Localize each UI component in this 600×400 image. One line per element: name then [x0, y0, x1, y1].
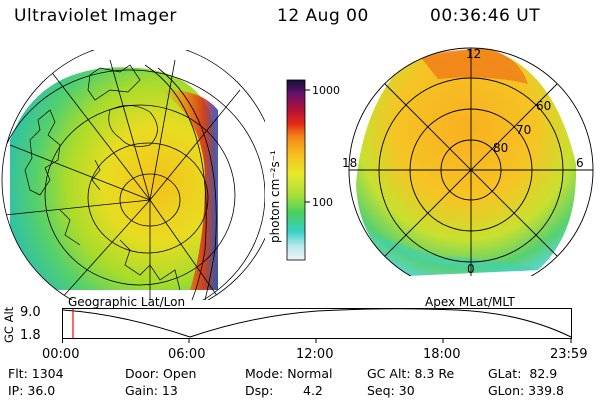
gc-altitude: GC Alt: 8.3 Re [367, 366, 455, 381]
sequence-number: Seq: 30 [367, 383, 415, 398]
colorbar-tick-100: 100 [312, 196, 333, 209]
time-tick-1200: 12:00 [296, 347, 334, 362]
geographic-caption: Geographic Lat/Lon [68, 295, 186, 309]
mlt-label-noon: 12 [466, 47, 481, 61]
colorbar-unit-label: photon cm⁻²s⁻¹ [268, 150, 282, 243]
time-tick-1800: 18:00 [423, 347, 461, 362]
mlat-label-70: 70 [516, 123, 531, 137]
geographic-auroral-image [1, 50, 265, 300]
geographic-latitude: GLat: 82.9 [488, 366, 558, 381]
image-date: 12 Aug 00 [277, 6, 369, 26]
mlat-mlt-polar-image: 12 18 6 0 60 70 80 [342, 47, 594, 276]
colorbar: 1000 100 photon cm⁻²s⁻¹ [268, 79, 340, 261]
gain-value: Gain: 13 [125, 383, 178, 398]
flight-number: Flt: 1304 [8, 366, 64, 381]
time-tick-0600: 06:00 [168, 347, 206, 362]
altitude-ylabel: GC Alt [2, 306, 16, 343]
mlt-label-midnight: 0 [467, 262, 475, 276]
mlat-label-80: 80 [493, 141, 508, 155]
mlt-label-dawn: 6 [576, 156, 584, 170]
apex-caption: Apex MLat/MLT [425, 295, 515, 309]
dsp-label: Dsp: [245, 383, 274, 398]
colorbar-tick-1000: 1000 [312, 84, 340, 97]
mode-value: Mode: Normal [245, 366, 333, 381]
instrument-title: Ultraviolet Imager [14, 6, 177, 26]
altitude-plot [62, 308, 572, 343]
alt-tick-high: 9.0 [20, 305, 41, 320]
ip-value: IP: 36.0 [8, 383, 56, 398]
door-status: Door: Open [125, 366, 197, 381]
time-tick-0000: 00:00 [42, 347, 80, 362]
geographic-longitude: GLon: 339.8 [488, 383, 564, 398]
image-time: 00:36:46 UT [430, 6, 541, 26]
time-tick-2359: 23:59 [550, 347, 588, 362]
mlt-label-dusk: 18 [342, 156, 357, 170]
mlat-label-60: 60 [536, 99, 551, 113]
dsp-value: 4.2 [303, 383, 323, 398]
alt-tick-low: 1.8 [20, 328, 41, 343]
